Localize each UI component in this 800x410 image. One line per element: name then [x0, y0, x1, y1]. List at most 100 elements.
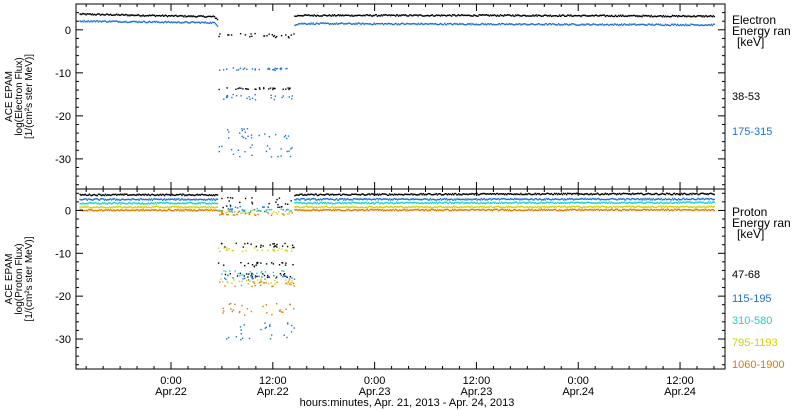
data-point — [541, 209, 543, 211]
data-point — [290, 200, 292, 202]
data-point — [85, 206, 87, 209]
data-point — [612, 198, 615, 200]
data-point — [461, 208, 463, 211]
data-point — [288, 279, 290, 281]
data-point — [661, 192, 664, 194]
data-point — [606, 14, 609, 17]
data-point — [260, 281, 262, 283]
data-point — [588, 198, 590, 200]
data-point — [375, 23, 377, 25]
data-point — [140, 194, 142, 197]
data-point — [436, 209, 439, 211]
data-point — [640, 209, 642, 212]
data-point — [154, 15, 157, 18]
data-point — [126, 14, 128, 16]
data-point — [436, 202, 439, 205]
data-point — [118, 13, 120, 16]
data-point — [239, 275, 241, 277]
data-point — [388, 14, 391, 16]
data-point — [402, 209, 404, 211]
data-point — [457, 198, 459, 200]
data-point — [372, 14, 374, 17]
data-point — [496, 192, 499, 195]
data-point — [659, 201, 662, 203]
data-point — [344, 14, 346, 17]
data-point — [201, 198, 203, 201]
data-point — [360, 209, 362, 211]
data-point — [317, 203, 319, 205]
data-point — [256, 272, 258, 274]
data-point — [367, 14, 369, 16]
data-point — [546, 201, 549, 203]
data-point — [523, 206, 525, 209]
data-point — [511, 209, 513, 212]
data-point — [172, 202, 174, 205]
data-point — [246, 88, 248, 90]
data-point — [437, 193, 440, 195]
data-point — [389, 199, 392, 201]
data-point — [140, 208, 142, 211]
data-point — [684, 205, 686, 208]
data-point — [392, 14, 395, 16]
data-point — [296, 205, 298, 208]
data-point — [99, 203, 102, 205]
data-point — [122, 13, 124, 16]
data-point — [222, 281, 224, 283]
data-point — [372, 201, 374, 204]
data-point — [480, 209, 482, 211]
data-point — [557, 15, 560, 17]
data-point — [379, 209, 382, 211]
data-point — [657, 23, 659, 25]
data-point — [97, 13, 100, 15]
data-point — [265, 282, 267, 284]
data-point — [508, 23, 510, 25]
data-point — [559, 15, 562, 17]
data-point — [412, 198, 414, 200]
data-point — [636, 193, 638, 195]
data-point — [595, 205, 597, 208]
data-point — [337, 194, 339, 196]
data-point — [589, 24, 591, 26]
data-point — [304, 193, 306, 196]
data-point — [467, 198, 469, 200]
data-point — [264, 271, 267, 273]
data-point — [299, 209, 301, 211]
data-point — [324, 201, 327, 204]
data-point — [395, 202, 397, 204]
data-point — [240, 95, 242, 97]
data-point — [634, 23, 636, 25]
data-point — [235, 336, 238, 338]
data-point — [365, 201, 367, 204]
data-point — [415, 208, 417, 211]
data-point — [101, 210, 104, 212]
data-point — [560, 206, 563, 208]
data-point — [198, 198, 200, 201]
data-point — [329, 198, 332, 200]
data-point — [478, 14, 480, 16]
data-point — [352, 199, 354, 201]
data-point — [614, 202, 617, 204]
data-point — [448, 206, 451, 208]
data-point — [462, 198, 464, 201]
data-point — [508, 14, 510, 16]
data-point — [384, 198, 387, 200]
data-point — [362, 202, 364, 204]
data-point — [579, 15, 581, 17]
data-point — [236, 275, 239, 277]
data-point — [433, 198, 436, 201]
data-point — [522, 201, 524, 203]
data-point — [297, 209, 299, 212]
data-point — [682, 205, 684, 208]
data-point — [104, 20, 107, 22]
data-point — [227, 207, 230, 210]
data-point — [229, 204, 232, 207]
proton-x-ticks — [85, 189, 715, 369]
data-point — [192, 21, 194, 23]
data-point — [470, 193, 472, 195]
data-point — [638, 193, 640, 195]
data-point — [529, 23, 531, 26]
data-point — [103, 194, 106, 197]
data-point — [331, 206, 334, 208]
data-point — [390, 14, 393, 16]
data-point — [359, 198, 361, 200]
